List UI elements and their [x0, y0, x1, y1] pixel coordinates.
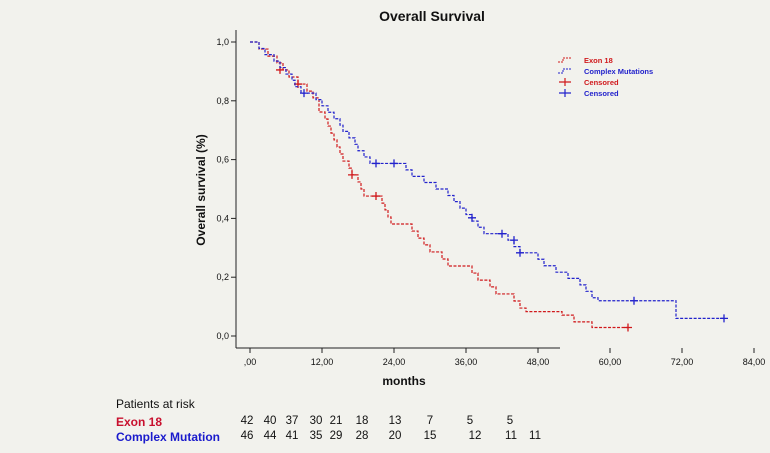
- censor-mark: [630, 296, 638, 305]
- censor-mark: [300, 89, 308, 98]
- censor-mark: [372, 159, 380, 168]
- risk-count: 18: [355, 415, 369, 427]
- risk-row-label-complex: Complex Mutation: [116, 430, 220, 444]
- risk-count: 28: [355, 430, 369, 442]
- censor-mark: [720, 314, 728, 323]
- censor-mark: [510, 236, 518, 245]
- y-tick-label: 0,4: [216, 213, 229, 223]
- y-tick-label: 0,0: [216, 331, 229, 341]
- censor-mark: [516, 248, 524, 257]
- risk-count: 11: [505, 430, 517, 442]
- risk-count: 37: [285, 415, 299, 427]
- risk-count: 15: [423, 430, 437, 442]
- risk-count: 44: [263, 430, 277, 442]
- risk-count: 35: [309, 430, 323, 442]
- x-tick-label: 84,00: [743, 357, 766, 367]
- risk-count: 12: [468, 430, 482, 442]
- risk-count: 20: [388, 430, 402, 442]
- legend-label: Censored: [584, 78, 619, 87]
- x-tick-label: ,00: [244, 357, 257, 367]
- y-tick-label: 0,2: [216, 272, 229, 282]
- x-tick-label: 60,00: [599, 357, 622, 367]
- y-tick-label: 1,0: [216, 37, 229, 47]
- km-curve-exon18: [250, 41, 628, 329]
- x-tick-label: 36,00: [455, 357, 478, 367]
- legend-label: Exon 18: [584, 56, 613, 65]
- legend-label: Censored: [584, 89, 619, 98]
- legend-censor-swatch: [559, 89, 571, 97]
- y-axis-label: Overall survival (%): [194, 134, 208, 245]
- censor-mark: [468, 213, 476, 222]
- risk-count: 40: [263, 415, 277, 427]
- x-axis-label: months: [382, 374, 426, 388]
- y-tick-label: 0,8: [216, 96, 229, 106]
- risk-count: 7: [426, 415, 434, 427]
- x-tick-label: 24,00: [383, 357, 406, 367]
- legend-censor-swatch: [559, 78, 571, 86]
- legend-label: Complex Mutations: [584, 67, 653, 76]
- risk-count: 5: [466, 415, 474, 427]
- legend-line-swatch: [558, 57, 572, 63]
- risk-count: 46: [240, 430, 254, 442]
- censor-mark: [498, 229, 506, 238]
- risk-count: 41: [285, 430, 299, 442]
- y-tick-label: 0,6: [216, 155, 229, 165]
- risk-count: 30: [309, 415, 323, 427]
- legend-line-swatch: [558, 68, 572, 74]
- x-tick-label: 48,00: [527, 357, 550, 367]
- legend: Exon 18 Complex Mutations Censored Censored: [558, 56, 653, 98]
- censor-mark: [348, 170, 356, 179]
- x-tick-label: 12,00: [311, 357, 334, 367]
- risk-count: 13: [388, 415, 402, 427]
- risk-count: 5: [506, 415, 514, 427]
- risk-count: 11: [529, 430, 541, 442]
- censor-mark: [624, 323, 632, 332]
- censor-mark: [390, 159, 398, 168]
- chart-title: Overall Survival: [379, 8, 485, 24]
- risk-count: 29: [329, 430, 343, 442]
- censor-mark: [372, 192, 380, 201]
- risk-count: 42: [240, 415, 254, 427]
- risk-count: 21: [329, 415, 343, 427]
- km-curve-complex-mutations: [250, 41, 724, 319]
- x-tick-label: 72,00: [671, 357, 694, 367]
- risk-row-label-exon18: Exon 18: [116, 415, 163, 429]
- risk-table-heading: Patients at risk: [116, 397, 195, 411]
